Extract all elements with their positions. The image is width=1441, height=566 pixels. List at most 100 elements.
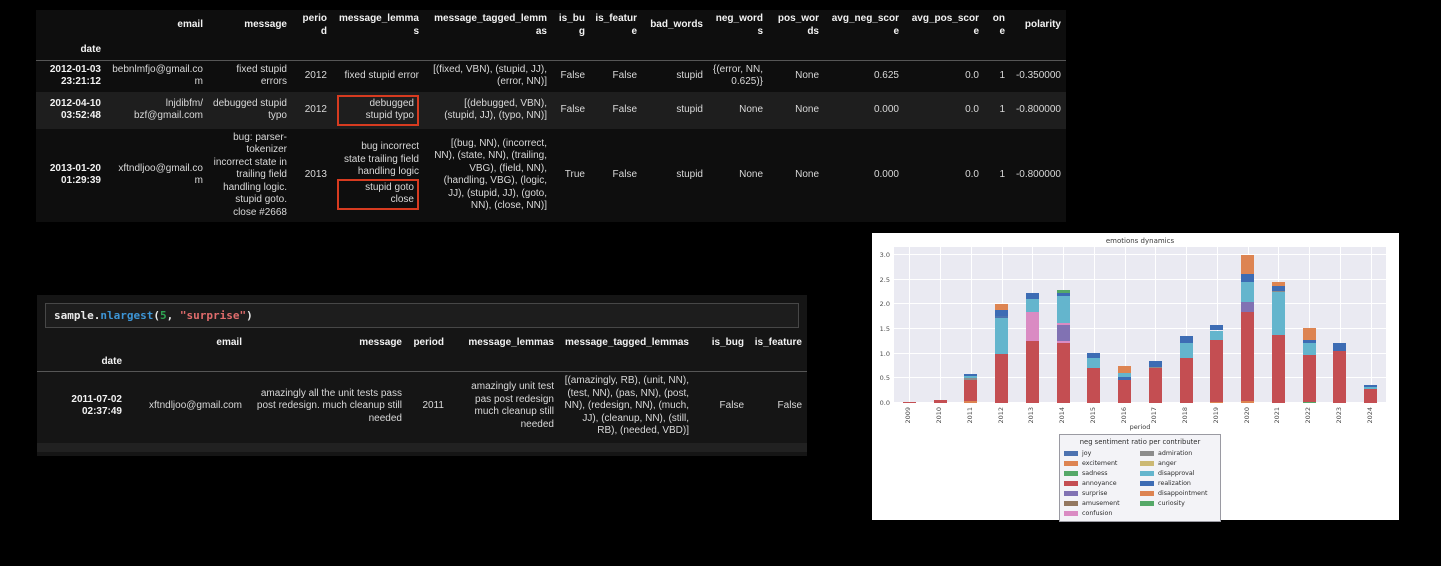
legend-item-annoyance: annoyance [1064,478,1140,488]
cell-is_feature: False [777,400,802,411]
bar-2017-admiration [1148,367,1162,369]
x-tick-2009: 2009 [904,407,913,424]
index-name-spacer [708,41,768,60]
cell-bad_words: stupid [676,169,703,180]
cell-is_feature: False [612,69,637,81]
legend-swatch-sadness [1064,470,1078,476]
cell-date: 2011-07-02 02:37:49 [71,393,122,418]
top-table-body: 2012-01-03 23:21:12 bebnlmfjo@gmail.com fi… [36,60,1066,222]
table-row: 2013-01-20 01:29:39 xftndljoo@gmail.com bu… [36,129,1066,223]
legend-label-amusement: amusement [1082,499,1120,507]
bar-2019-excitement [1210,401,1224,403]
gridline-v-2023 [1339,247,1341,403]
gridline-v-2018 [1186,247,1188,403]
cell-date: 2013-01-20 01:29:39 [49,162,101,187]
bar-2016-disapproval [1118,373,1132,378]
gridline-v-2011 [970,247,972,403]
legend-label-curiosity: curiosity [1158,499,1185,507]
bar-2020-disapproval [1241,282,1255,302]
cell-is_bug: False [560,103,585,115]
gridline-h-0.5 [894,377,1386,379]
code-token-plain: , [166,309,180,322]
gridline-v-2010 [940,247,942,403]
cell-message: debugged stupid typo [213,97,287,122]
column-header-message: message [359,337,402,348]
cell-pos_words: None [795,69,819,81]
gridline-v-2016 [1124,247,1126,403]
index-name-spacer [449,353,559,372]
cell-is_bug: True [564,169,585,180]
bar-2011-realization [964,374,978,377]
column-header-message_lemmas: message_lemmas [338,13,419,37]
y-tick-0.5: 0.5 [879,374,890,383]
legend-title: neg sentiment ratio per contributer [1079,438,1201,446]
gridline-h-0.0 [894,402,1386,403]
index-name-spacer [208,41,292,60]
code-input-cell[interactable]: sample.nlargest(5, "surprise") [45,303,799,328]
column-header-is_feature: is_feature [595,13,637,37]
cell-neg_words: None [739,169,763,180]
bar-2011-excitement [964,401,978,403]
bar-2012-realization [995,310,1009,316]
x-tick-2015: 2015 [1088,407,1097,424]
lemmas-boxed-line: stupid goto close [337,178,419,210]
bar-2013-disapproval [1025,299,1039,312]
cell-message_tagged_lemmas: [(fixed, VBN), (stupid, JJ), (error, NN)… [433,63,547,88]
bar-2013-realization [1025,293,1039,300]
cell-message_tagged_lemmas: [(bug, NN), (incorrect, NN), (state, NN)… [434,137,547,212]
cell-polarity: -0.350000 [1015,69,1061,81]
y-tick-0.0: 0.0 [879,399,890,407]
bar-2018-annoyance [1179,357,1193,403]
x-tick-2022: 2022 [1304,407,1313,424]
legend-item-curiosity: curiosity [1140,498,1216,508]
column-header-avg_neg_score: avg_neg_score [831,13,899,37]
bar-2023-realization [1333,343,1347,352]
gridline-v-2024 [1370,247,1372,403]
cell-avg_neg_score: 0.000 [873,169,899,180]
x-tick-2021: 2021 [1273,407,1282,424]
cell-pos_words: None [795,103,819,115]
y-tick-1.0: 1.0 [879,349,890,358]
index-name-spacer [590,41,642,60]
index-name-spacer [332,41,424,60]
column-header-message_tagged_lemmas: message_tagged_lemmas [565,337,689,348]
legend-swatch-surprise [1064,490,1078,496]
legend-swatch-curiosity [1140,500,1154,506]
legend-swatch-disapproval [1140,470,1154,476]
legend-swatch-joy [1064,450,1078,456]
index-name-spacer [904,41,984,60]
chart-title: emotions dynamics [1105,237,1175,245]
cell-neg_words: None [739,103,763,115]
index-header-spacer [37,334,127,353]
legend-item-anger: anger [1140,458,1216,468]
legend-label-disappointment: disappointment [1158,489,1208,497]
header-row: email message period message_lemmas message_… [37,334,807,353]
column-header-avg_pos_score: avg_pos_score [911,13,979,37]
index-name-spacer [768,41,824,60]
x-tick-2016: 2016 [1119,407,1128,424]
cell-date: 2012-04-10 03:52:48 [49,97,101,122]
legend-swatch-anger [1140,460,1154,466]
legend-item-excitement: excitement [1064,458,1140,468]
legend-columns: joy excitement sadness annoyance surprise amu… [1064,448,1216,518]
legend-label-joy: joy [1082,449,1092,457]
bar-2016-realization [1118,377,1132,381]
bar-2016-annoyance [1118,380,1132,403]
cell-message: bug: parser-tokenizer incorrect state in… [213,131,287,218]
column-header-message_tagged_lemmas: message_tagged_lemmas [434,13,547,37]
legend-swatch-annoyance [1064,480,1078,486]
chart-plot-area [894,247,1386,403]
cell-bad_words: stupid [676,69,703,81]
legend-item-surprise: surprise [1064,488,1140,498]
bar-2018-realization [1179,335,1193,343]
column-header-is_feature: is_feature [754,337,802,348]
bar-2017-realization [1148,360,1162,367]
legend-swatch-admiration [1140,450,1154,456]
bar-2014-realization [1056,293,1070,296]
legend-item-realization: realization [1140,478,1216,488]
bar-2021-realization [1271,286,1285,291]
legend-label-annoyance: annoyance [1082,479,1117,487]
bar-2024-realization [1364,384,1378,387]
gridline-h-3.0 [894,254,1386,255]
index-name-row: date [37,353,807,372]
